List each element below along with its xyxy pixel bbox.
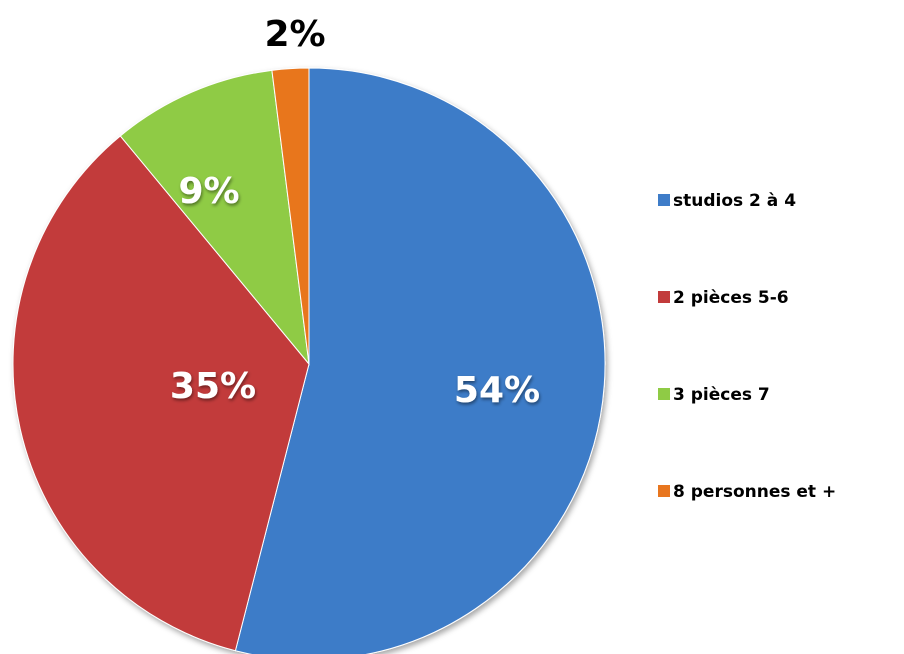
data-label-2: 35% <box>170 366 256 407</box>
pie-slices <box>12 67 606 654</box>
pie-slice-1 <box>234 67 606 654</box>
pie-slice-2 <box>12 135 310 652</box>
pie-data-labels: 54% 35% 9% 2% <box>170 14 540 411</box>
data-label-4: 2% <box>264 14 325 55</box>
pie-slice-3 <box>119 69 310 366</box>
legend-swatch-4 <box>658 485 670 497</box>
pie-slice-4 <box>271 67 310 365</box>
data-label-1: 54% <box>454 370 540 411</box>
data-label-3: 9% <box>178 171 239 212</box>
legend-swatch-3 <box>658 388 670 400</box>
legend-label-3: 3 pièces 7 <box>673 385 770 405</box>
legend-swatch-2 <box>658 291 670 303</box>
legend: studios 2 à 4 2 pièces 5-6 3 pièces 7 8 per… <box>658 191 836 502</box>
legend-swatch-1 <box>658 194 670 206</box>
legend-label-1: studios 2 à 4 <box>673 191 796 211</box>
legend-label-4: 8 personnes et + <box>673 482 836 502</box>
legend-label-2: 2 pièces 5-6 <box>673 288 789 308</box>
